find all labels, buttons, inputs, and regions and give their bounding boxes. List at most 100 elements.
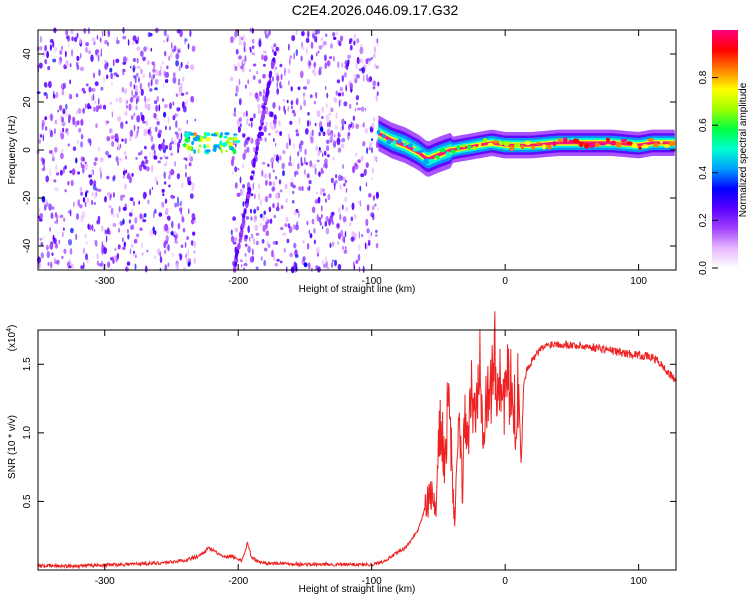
noise-cell xyxy=(265,216,268,223)
noise-cell xyxy=(88,50,91,55)
noise-cell xyxy=(334,179,338,184)
noise-cell xyxy=(341,204,344,210)
noise-cell xyxy=(84,46,89,53)
noise-cell xyxy=(38,46,43,51)
noise-cell xyxy=(270,157,275,164)
noise-cell xyxy=(262,89,266,95)
colorbar-tick-label: 0.8 xyxy=(698,70,709,84)
noise-cell xyxy=(158,143,163,152)
noise-cell xyxy=(251,38,255,44)
noise-cell xyxy=(340,175,344,181)
noise-cell xyxy=(238,117,242,123)
noise-cell xyxy=(48,150,53,154)
noise-cell xyxy=(263,125,268,133)
noise-cell xyxy=(185,172,187,178)
spec-y-tick-label: 40 xyxy=(22,48,33,60)
noise-cell xyxy=(101,241,104,247)
noise-cell xyxy=(168,55,171,61)
noise-cell xyxy=(356,38,360,44)
noise-cell xyxy=(92,93,95,101)
noise-cell xyxy=(52,58,57,63)
noise-cell xyxy=(146,97,150,102)
noise-cell xyxy=(271,162,274,169)
blob-cell xyxy=(205,137,211,142)
noise-cell xyxy=(177,223,181,230)
noise-cell xyxy=(233,112,237,117)
noise-cell xyxy=(122,71,125,76)
noise-cell xyxy=(352,115,356,121)
noise-cell xyxy=(140,68,143,75)
noise-cell xyxy=(178,78,181,82)
noise-cell xyxy=(370,232,372,236)
sweep-cell xyxy=(240,231,244,237)
noise-cell xyxy=(347,124,351,131)
noise-cell xyxy=(353,214,357,220)
noise-cell xyxy=(69,63,72,68)
noise-cell xyxy=(162,83,165,88)
noise-cell xyxy=(136,46,141,51)
colorbar: 0.0 0.2 0.4 0.6 0.8 Normalized spectral ampl… xyxy=(698,30,749,275)
noise-cell xyxy=(91,170,94,175)
noise-cell xyxy=(112,223,117,227)
noise-cell xyxy=(125,155,127,160)
noise-cell xyxy=(240,123,242,128)
noise-cell xyxy=(150,79,153,87)
noise-cell xyxy=(354,108,357,112)
noise-cell xyxy=(126,57,129,61)
noise-cell xyxy=(247,79,250,84)
snr-frame xyxy=(37,329,677,571)
noise-cell xyxy=(311,164,316,169)
noise-cell xyxy=(136,57,139,64)
noise-cell xyxy=(123,170,126,175)
noise-cell xyxy=(61,121,66,127)
noise-cell xyxy=(251,52,256,56)
noise-cell xyxy=(85,190,89,194)
noise-cell xyxy=(291,200,295,204)
sweep-cell xyxy=(243,209,247,215)
noise-cell xyxy=(344,230,347,238)
noise-cell xyxy=(253,237,255,245)
noise-cell xyxy=(258,183,260,189)
noise-cell xyxy=(171,252,174,257)
noise-cell xyxy=(138,200,141,205)
noise-cell xyxy=(61,149,64,153)
noise-cell xyxy=(366,147,369,155)
sweep-cell xyxy=(266,86,270,92)
noise-cell xyxy=(317,50,320,54)
noise-cell xyxy=(163,163,167,167)
noise-cell xyxy=(117,252,119,260)
noise-cell xyxy=(39,213,44,219)
ridge-cell xyxy=(542,144,546,150)
noise-cell xyxy=(54,187,59,192)
noise-cell xyxy=(188,162,192,167)
noise-cell xyxy=(91,200,94,205)
noise-cell xyxy=(311,206,316,214)
noise-cell xyxy=(134,85,139,93)
sweep-cell xyxy=(258,133,262,139)
ridge-cell xyxy=(558,137,562,143)
noise-cell xyxy=(239,35,241,41)
noise-cell xyxy=(147,81,150,88)
noise-cell xyxy=(162,138,165,143)
noise-cell xyxy=(58,239,61,244)
noise-cell xyxy=(165,243,168,250)
noise-cell xyxy=(187,261,191,266)
noise-cell xyxy=(69,170,73,174)
noise-cell xyxy=(94,195,97,199)
noise-cell xyxy=(62,127,64,133)
noise-cell xyxy=(262,213,265,221)
ridge-cell xyxy=(578,141,584,148)
noise-cell xyxy=(186,236,189,241)
noise-cell xyxy=(134,217,138,224)
noise-cell xyxy=(318,131,321,137)
noise-cell xyxy=(292,224,296,230)
ridge-cell xyxy=(588,143,596,148)
noise-cell xyxy=(43,235,45,239)
noise-cell xyxy=(124,183,127,190)
noise-cell xyxy=(175,53,180,60)
noise-cell xyxy=(309,94,313,98)
noise-cell xyxy=(193,220,197,224)
snr-x-tick-label: 100 xyxy=(630,576,647,587)
noise-cell xyxy=(147,199,150,205)
noise-cell xyxy=(343,249,348,254)
